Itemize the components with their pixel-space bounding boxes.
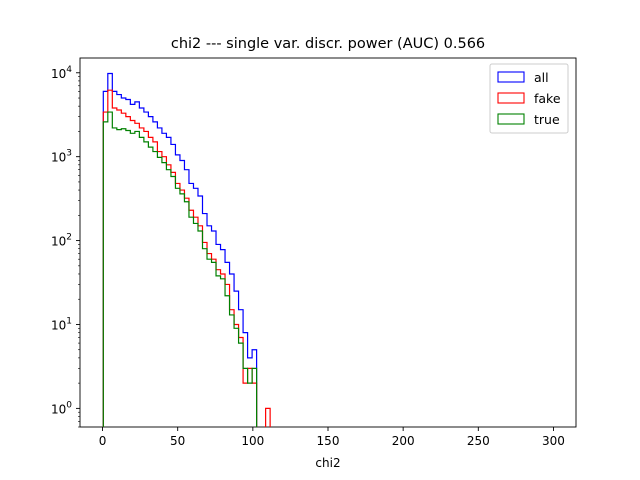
legend-swatch-true <box>497 113 525 125</box>
x-axis: 0 50 100 150 200 250 300 <box>99 427 565 448</box>
chart-title: chi2 --- single var. discr. power (AUC) … <box>171 36 485 52</box>
series-true-steps <box>102 111 258 427</box>
legend-swatch-fake <box>497 92 525 104</box>
series-layer <box>102 72 271 427</box>
y-tick-label-4: 104 <box>51 65 72 81</box>
x-tick-label-100: 100 <box>241 434 264 448</box>
x-tick-label-250: 250 <box>467 434 490 448</box>
y-tick-label-0: 100 <box>51 400 72 416</box>
legend-label-all: all <box>534 70 549 85</box>
y-tick-label-2: 102 <box>51 233 72 249</box>
x-tick-label-200: 200 <box>392 434 415 448</box>
x-tick-label-300: 300 <box>542 434 565 448</box>
x-axis-label: chi2 <box>315 456 340 470</box>
y-axis: 100 101 102 103 104 <box>51 65 80 428</box>
x-tick-label-0: 0 <box>99 434 107 448</box>
series-fake-steps <box>102 89 271 427</box>
legend-label-fake: fake <box>534 91 561 106</box>
legend-swatch-all <box>497 71 525 83</box>
legend: all fake true <box>489 63 569 134</box>
x-tick-label-50: 50 <box>170 434 185 448</box>
y-tick-label-3: 103 <box>51 149 72 165</box>
legend-label-true: true <box>534 112 560 127</box>
series-all-steps <box>102 72 258 427</box>
x-tick-label-150: 150 <box>317 434 340 448</box>
y-tick-label-1: 101 <box>51 316 72 332</box>
legend-box <box>489 63 569 134</box>
